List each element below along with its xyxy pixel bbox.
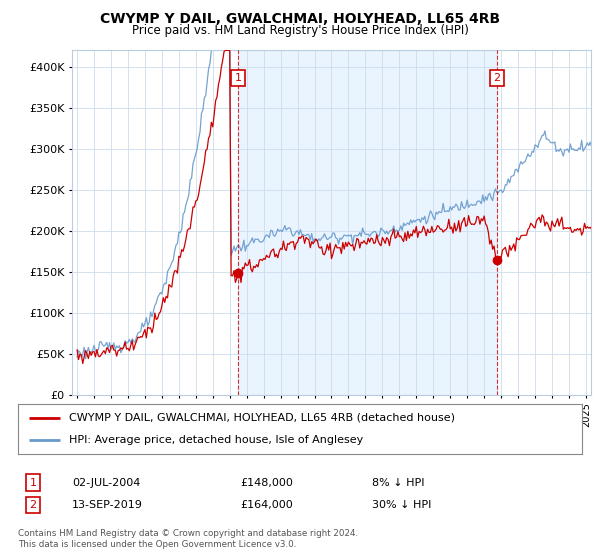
Text: £148,000: £148,000 <box>240 478 293 488</box>
Text: CWYMP Y DAIL, GWALCHMAI, HOLYHEAD, LL65 4RB: CWYMP Y DAIL, GWALCHMAI, HOLYHEAD, LL65 … <box>100 12 500 26</box>
Text: 1: 1 <box>235 73 242 83</box>
Text: Contains HM Land Registry data © Crown copyright and database right 2024.
This d: Contains HM Land Registry data © Crown c… <box>18 529 358 549</box>
Text: 8% ↓ HPI: 8% ↓ HPI <box>372 478 425 488</box>
Text: 1: 1 <box>29 478 37 488</box>
Text: HPI: Average price, detached house, Isle of Anglesey: HPI: Average price, detached house, Isle… <box>69 435 363 445</box>
Text: CWYMP Y DAIL, GWALCHMAI, HOLYHEAD, LL65 4RB (detached house): CWYMP Y DAIL, GWALCHMAI, HOLYHEAD, LL65 … <box>69 413 455 423</box>
Bar <box>238 50 497 395</box>
Text: 2: 2 <box>493 73 500 83</box>
Text: 02-JUL-2004: 02-JUL-2004 <box>72 478 140 488</box>
Text: Price paid vs. HM Land Registry's House Price Index (HPI): Price paid vs. HM Land Registry's House … <box>131 24 469 36</box>
Text: 2: 2 <box>29 500 37 510</box>
Text: 30% ↓ HPI: 30% ↓ HPI <box>372 500 431 510</box>
Text: £164,000: £164,000 <box>240 500 293 510</box>
Text: 13-SEP-2019: 13-SEP-2019 <box>72 500 143 510</box>
